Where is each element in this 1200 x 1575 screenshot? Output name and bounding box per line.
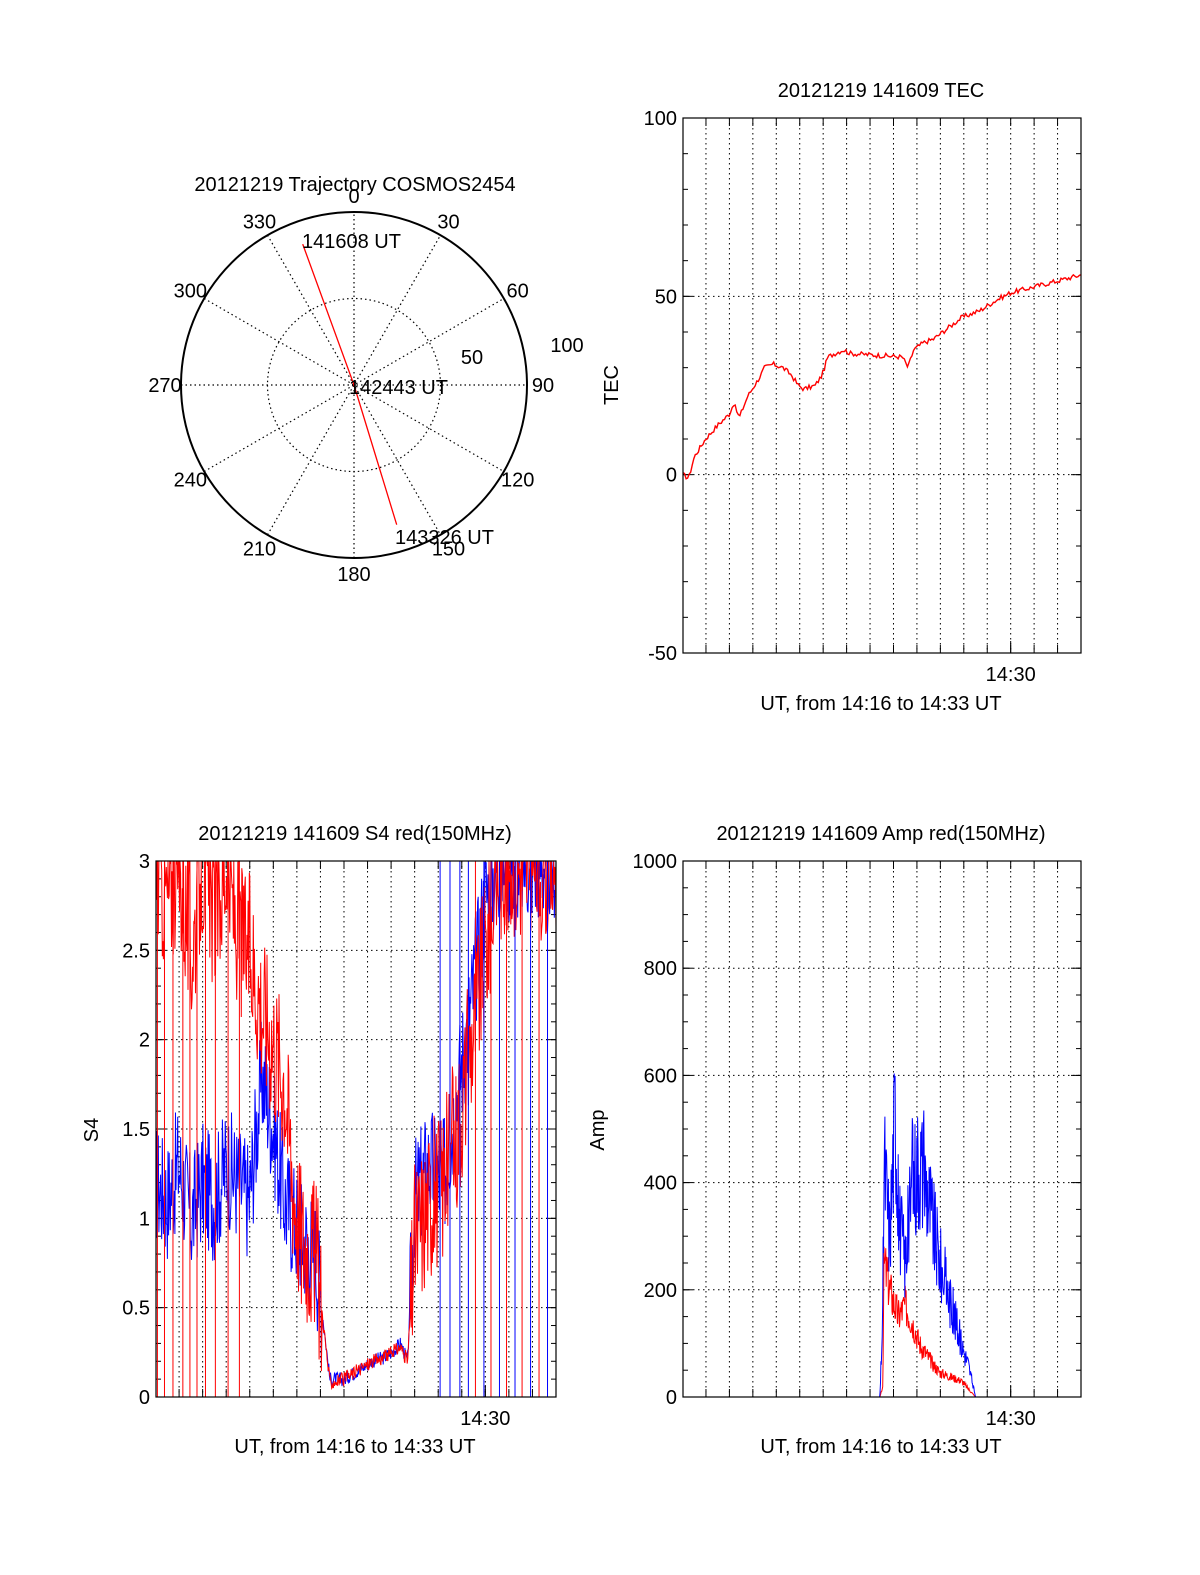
amp-panel: 20121219 141609 Amp red(150MHz) UT, from… — [587, 823, 1082, 1458]
s4-y-tick-label: 2 — [139, 1030, 150, 1052]
polar-angle-label: 300 — [174, 281, 207, 303]
trajectory-polar-panel: 20121219 Trajectory COSMOS2454 0 30 60 90 12… — [148, 174, 583, 586]
amp-y-tick-label: 400 — [644, 1173, 677, 1195]
amp-plot-area: 0 200 400 600 800 1000 14:30 — [633, 851, 1082, 1430]
amp-y-tick-label: 1000 — [633, 851, 678, 873]
polar-grid — [180, 211, 528, 559]
s4-panel: 20121219 141609 S4 red(150MHz) UT, from … — [81, 823, 557, 1458]
s4-y-tick-label: 3 — [139, 851, 150, 873]
amp-y-tick-label: 800 — [644, 958, 677, 980]
polar-angle-label: 330 — [243, 211, 276, 233]
polar-angle-label: 180 — [337, 564, 370, 586]
polar-spoke — [266, 234, 442, 536]
s4-y-tick-label: 0 — [139, 1387, 150, 1409]
tec-y-tick-label: 50 — [655, 286, 677, 308]
amp-x-tick-label: 14:30 — [986, 1408, 1036, 1430]
tec-axes-frame — [682, 117, 1082, 654]
s4-axes-frame — [155, 860, 557, 1398]
polar-angle-label: 90 — [532, 375, 554, 397]
s4-series-line — [156, 861, 556, 1391]
polar-angle-label: 0 — [348, 186, 359, 208]
tec-y-tick-label: 100 — [644, 108, 677, 130]
s4-y-tick-label: 0.5 — [122, 1298, 150, 1320]
s4-y-tick-label: 1 — [139, 1208, 150, 1230]
polar-angle-label: 150 — [432, 539, 465, 561]
tec-y-tick-label: -50 — [648, 643, 677, 665]
polar-radius-label: 50 — [461, 347, 483, 369]
amp-y-tick-label: 600 — [644, 1065, 677, 1087]
s4-y-tick-label: 1.5 — [122, 1119, 150, 1141]
s4-title: 20121219 141609 S4 red(150MHz) — [198, 823, 512, 845]
s4-y-tick-label: 2.5 — [122, 940, 150, 962]
polar-title: 20121219 Trajectory COSMOS2454 — [194, 174, 515, 196]
polar-angle-labels: 0 30 60 90 120 150 180 210 240 270 300 330 50 100 — [148, 186, 583, 586]
s4-ylabel: S4 — [81, 1118, 103, 1142]
annotation-mid-time: 142443 UT — [349, 377, 448, 399]
amp-y-tick-label: 0 — [666, 1387, 677, 1409]
polar-angle-label: 60 — [507, 281, 529, 303]
tec-x-tick-label: 14:30 — [986, 664, 1036, 686]
amp-title: 20121219 141609 Amp red(150MHz) — [716, 823, 1045, 845]
annotation-end-time: 143326 UT — [395, 527, 494, 549]
s4-plot-area: 0 0.5 1 1.5 2 2.5 3 14:30 — [122, 851, 557, 1430]
polar-spoke — [203, 297, 505, 473]
polar-angle-label: 30 — [437, 211, 459, 233]
amp-series-line — [683, 1073, 1081, 1397]
polar-angle-label: 270 — [148, 375, 181, 397]
tec-title: 20121219 141609 TEC — [778, 80, 984, 102]
amp-xlabel: UT, from 14:16 to 14:33 UT — [760, 1436, 1001, 1458]
tec-y-tick-label: 0 — [666, 465, 677, 487]
polar-radius-label: 100 — [550, 335, 583, 357]
s4-x-tick-label: 14:30 — [460, 1408, 510, 1430]
polar-angle-label: 240 — [174, 470, 207, 492]
amp-ylabel: Amp — [587, 1109, 609, 1150]
amp-axes-frame — [682, 860, 1082, 1398]
tec-plot-area: -50 0 50 100 14:30 — [644, 108, 1082, 686]
tec-series-line — [683, 273, 1081, 480]
polar-trajectory-line — [302, 243, 398, 525]
tec-xlabel: UT, from 14:16 to 14:33 UT — [760, 693, 1001, 715]
annotation-start-time: 141608 UT — [302, 231, 401, 253]
polar-angle-label: 120 — [501, 470, 534, 492]
tec-panel: 20121219 141609 TEC UT, from 14:16 to 14… — [601, 80, 1082, 715]
polar-trajectory — [302, 243, 398, 525]
polar-spoke — [266, 234, 442, 536]
amp-y-tick-label: 200 — [644, 1280, 677, 1302]
polar-angle-label: 210 — [243, 539, 276, 561]
amp-series-line — [683, 1246, 1081, 1397]
s4-xlabel: UT, from 14:16 to 14:33 UT — [234, 1436, 475, 1458]
tec-ylabel: TEC — [601, 365, 623, 405]
polar-spoke — [203, 297, 505, 473]
